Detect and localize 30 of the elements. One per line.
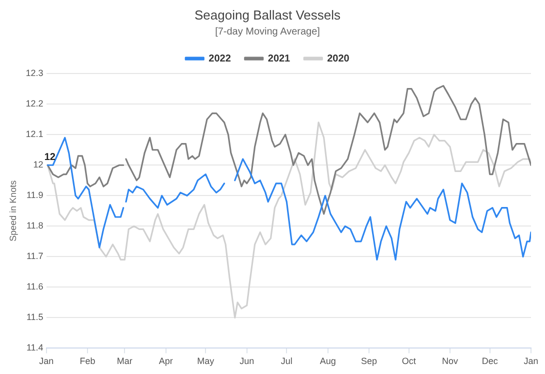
x-tick-label: Jul — [280, 356, 292, 366]
x-tick-label: Oct — [402, 356, 416, 366]
x-tick-label: Nov — [442, 356, 458, 366]
x-tick-label: May — [197, 356, 215, 366]
legend-label: 2020 — [327, 53, 350, 64]
legend-label: 2021 — [268, 53, 291, 64]
y-tick-label: 11.8 — [26, 220, 44, 231]
x-tick-label: Sep — [360, 356, 378, 366]
annotation: 12 — [44, 152, 56, 163]
chart-subtitle: [7-day Moving Average] — [215, 26, 320, 38]
chart-title: Seagoing Ballast Vessels — [194, 7, 341, 22]
x-tick-label: Apr — [158, 356, 173, 366]
x-tick-label: Aug — [320, 356, 336, 366]
x-tick-label: Feb — [80, 356, 96, 366]
y-tick-label: 12 — [33, 160, 44, 170]
y-tick-label: 11.4 — [26, 342, 44, 353]
x-tick-label: Jan — [39, 356, 54, 366]
y-tick-label: 12.1 — [26, 129, 44, 140]
x-tick-label: Dec — [482, 356, 498, 366]
y-tick-label: 11.6 — [26, 282, 44, 292]
y-tick-label: 11.9 — [26, 190, 44, 200]
legend-label: 2022 — [208, 53, 232, 64]
y-axis-title: Speed in Knots — [8, 180, 18, 242]
x-tick-label: Mar — [116, 356, 132, 366]
y-tick-label: 12.3 — [26, 68, 44, 78]
y-tick-label: 11.5 — [26, 312, 44, 322]
x-tick-label: Jun — [240, 356, 254, 366]
y-tick-label: 11.7 — [26, 251, 44, 262]
x-tick-label: Jan — [524, 356, 538, 366]
y-tick-label: 12.2 — [26, 98, 44, 109]
